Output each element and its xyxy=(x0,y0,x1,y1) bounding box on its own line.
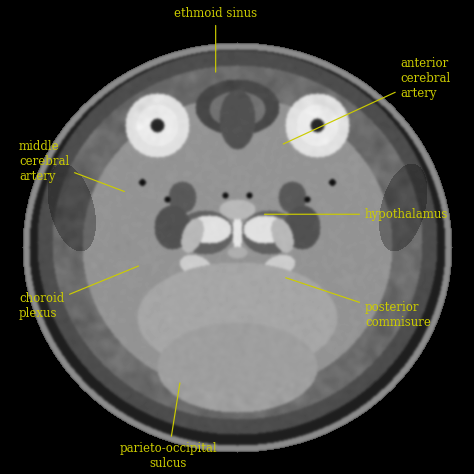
Text: parieto-occipital
sulcus: parieto-occipital sulcus xyxy=(119,383,217,470)
Text: ethmoid sinus: ethmoid sinus xyxy=(174,7,257,72)
Text: choroid
plexus: choroid plexus xyxy=(19,266,138,320)
Text: posterior
commisure: posterior commisure xyxy=(286,278,431,329)
Text: anterior
cerebral
artery: anterior cerebral artery xyxy=(283,57,451,144)
Text: hypothalamus: hypothalamus xyxy=(264,208,448,221)
Text: middle
cerebral
artery: middle cerebral artery xyxy=(19,140,124,191)
